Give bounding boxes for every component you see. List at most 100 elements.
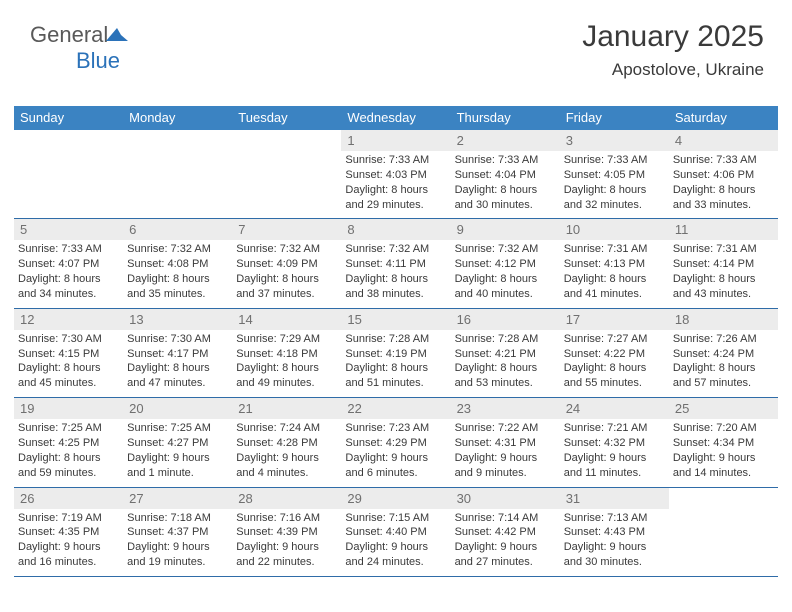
day-number: 22 <box>341 398 450 419</box>
weeks-container: 1Sunrise: 7:33 AMSunset: 4:03 PMDaylight… <box>14 130 778 577</box>
day-cell <box>669 488 778 576</box>
day-details: Sunrise: 7:32 AMSunset: 4:12 PMDaylight:… <box>451 242 560 301</box>
day-details: Sunrise: 7:28 AMSunset: 4:21 PMDaylight:… <box>451 332 560 391</box>
day-details: Sunrise: 7:22 AMSunset: 4:31 PMDaylight:… <box>451 421 560 480</box>
day-cell: 29Sunrise: 7:15 AMSunset: 4:40 PMDayligh… <box>341 488 450 576</box>
weekday-header: Sunday <box>14 106 123 130</box>
day-cell: 1Sunrise: 7:33 AMSunset: 4:03 PMDaylight… <box>341 130 450 218</box>
day-details: Sunrise: 7:19 AMSunset: 4:35 PMDaylight:… <box>14 511 123 570</box>
day-number: 30 <box>451 488 560 509</box>
day-cell <box>232 130 341 218</box>
day-cell: 6Sunrise: 7:32 AMSunset: 4:08 PMDaylight… <box>123 219 232 307</box>
day-number: 16 <box>451 309 560 330</box>
day-details: Sunrise: 7:16 AMSunset: 4:39 PMDaylight:… <box>232 511 341 570</box>
day-number: 21 <box>232 398 341 419</box>
logo-triangle-icon <box>106 26 128 42</box>
day-details: Sunrise: 7:31 AMSunset: 4:13 PMDaylight:… <box>560 242 669 301</box>
day-number: 19 <box>14 398 123 419</box>
day-number: 28 <box>232 488 341 509</box>
day-number: 24 <box>560 398 669 419</box>
day-details: Sunrise: 7:20 AMSunset: 4:34 PMDaylight:… <box>669 421 778 480</box>
day-number: 12 <box>14 309 123 330</box>
day-cell: 31Sunrise: 7:13 AMSunset: 4:43 PMDayligh… <box>560 488 669 576</box>
header-right: January 2025 Apostolove, Ukraine <box>582 20 764 80</box>
day-number: 14 <box>232 309 341 330</box>
day-cell: 24Sunrise: 7:21 AMSunset: 4:32 PMDayligh… <box>560 398 669 486</box>
day-cell: 21Sunrise: 7:24 AMSunset: 4:28 PMDayligh… <box>232 398 341 486</box>
day-number: 1 <box>341 130 450 151</box>
day-cell: 17Sunrise: 7:27 AMSunset: 4:22 PMDayligh… <box>560 309 669 397</box>
weekday-header: Tuesday <box>232 106 341 130</box>
day-cell: 12Sunrise: 7:30 AMSunset: 4:15 PMDayligh… <box>14 309 123 397</box>
location-label: Apostolove, Ukraine <box>582 60 764 80</box>
day-number: 13 <box>123 309 232 330</box>
day-details: Sunrise: 7:33 AMSunset: 4:03 PMDaylight:… <box>341 153 450 212</box>
month-title: January 2025 <box>582 20 764 54</box>
day-cell: 4Sunrise: 7:33 AMSunset: 4:06 PMDaylight… <box>669 130 778 218</box>
day-details: Sunrise: 7:13 AMSunset: 4:43 PMDaylight:… <box>560 511 669 570</box>
day-details: Sunrise: 7:30 AMSunset: 4:17 PMDaylight:… <box>123 332 232 391</box>
week-row: 5Sunrise: 7:33 AMSunset: 4:07 PMDaylight… <box>14 219 778 308</box>
day-cell: 14Sunrise: 7:29 AMSunset: 4:18 PMDayligh… <box>232 309 341 397</box>
logo-text-a: General <box>30 22 108 47</box>
day-cell: 7Sunrise: 7:32 AMSunset: 4:09 PMDaylight… <box>232 219 341 307</box>
day-cell: 15Sunrise: 7:28 AMSunset: 4:19 PMDayligh… <box>341 309 450 397</box>
calendar-grid: SundayMondayTuesdayWednesdayThursdayFrid… <box>14 106 778 577</box>
day-number: 5 <box>14 219 123 240</box>
day-details: Sunrise: 7:32 AMSunset: 4:11 PMDaylight:… <box>341 242 450 301</box>
day-cell: 9Sunrise: 7:32 AMSunset: 4:12 PMDaylight… <box>451 219 560 307</box>
day-cell <box>14 130 123 218</box>
day-details: Sunrise: 7:15 AMSunset: 4:40 PMDaylight:… <box>341 511 450 570</box>
day-cell: 20Sunrise: 7:25 AMSunset: 4:27 PMDayligh… <box>123 398 232 486</box>
weekday-header: Monday <box>123 106 232 130</box>
day-cell: 23Sunrise: 7:22 AMSunset: 4:31 PMDayligh… <box>451 398 560 486</box>
day-details: Sunrise: 7:33 AMSunset: 4:04 PMDaylight:… <box>451 153 560 212</box>
day-details: Sunrise: 7:23 AMSunset: 4:29 PMDaylight:… <box>341 421 450 480</box>
day-number: 18 <box>669 309 778 330</box>
day-cell: 26Sunrise: 7:19 AMSunset: 4:35 PMDayligh… <box>14 488 123 576</box>
week-row: 1Sunrise: 7:33 AMSunset: 4:03 PMDaylight… <box>14 130 778 219</box>
day-cell: 11Sunrise: 7:31 AMSunset: 4:14 PMDayligh… <box>669 219 778 307</box>
day-number: 31 <box>560 488 669 509</box>
day-details: Sunrise: 7:33 AMSunset: 4:07 PMDaylight:… <box>14 242 123 301</box>
day-cell: 18Sunrise: 7:26 AMSunset: 4:24 PMDayligh… <box>669 309 778 397</box>
day-cell: 3Sunrise: 7:33 AMSunset: 4:05 PMDaylight… <box>560 130 669 218</box>
day-details: Sunrise: 7:31 AMSunset: 4:14 PMDaylight:… <box>669 242 778 301</box>
day-number: 10 <box>560 219 669 240</box>
day-details: Sunrise: 7:29 AMSunset: 4:18 PMDaylight:… <box>232 332 341 391</box>
day-details: Sunrise: 7:26 AMSunset: 4:24 PMDaylight:… <box>669 332 778 391</box>
day-details: Sunrise: 7:33 AMSunset: 4:05 PMDaylight:… <box>560 153 669 212</box>
day-number: 27 <box>123 488 232 509</box>
day-cell: 22Sunrise: 7:23 AMSunset: 4:29 PMDayligh… <box>341 398 450 486</box>
day-cell: 2Sunrise: 7:33 AMSunset: 4:04 PMDaylight… <box>451 130 560 218</box>
day-details: Sunrise: 7:18 AMSunset: 4:37 PMDaylight:… <box>123 511 232 570</box>
day-number: 2 <box>451 130 560 151</box>
day-details: Sunrise: 7:14 AMSunset: 4:42 PMDaylight:… <box>451 511 560 570</box>
day-number: 15 <box>341 309 450 330</box>
weekday-header: Wednesday <box>341 106 450 130</box>
day-number: 17 <box>560 309 669 330</box>
day-number: 9 <box>451 219 560 240</box>
brand-logo: General Blue <box>30 22 128 74</box>
day-cell: 10Sunrise: 7:31 AMSunset: 4:13 PMDayligh… <box>560 219 669 307</box>
day-number: 29 <box>341 488 450 509</box>
day-number: 11 <box>669 219 778 240</box>
weekday-header: Thursday <box>451 106 560 130</box>
day-cell: 30Sunrise: 7:14 AMSunset: 4:42 PMDayligh… <box>451 488 560 576</box>
day-number: 25 <box>669 398 778 419</box>
day-cell <box>123 130 232 218</box>
day-details: Sunrise: 7:21 AMSunset: 4:32 PMDaylight:… <box>560 421 669 480</box>
week-row: 26Sunrise: 7:19 AMSunset: 4:35 PMDayligh… <box>14 488 778 577</box>
day-number: 26 <box>14 488 123 509</box>
day-cell: 25Sunrise: 7:20 AMSunset: 4:34 PMDayligh… <box>669 398 778 486</box>
week-row: 12Sunrise: 7:30 AMSunset: 4:15 PMDayligh… <box>14 309 778 398</box>
day-number: 4 <box>669 130 778 151</box>
day-number: 8 <box>341 219 450 240</box>
weekday-header: Friday <box>560 106 669 130</box>
day-details: Sunrise: 7:32 AMSunset: 4:09 PMDaylight:… <box>232 242 341 301</box>
day-details: Sunrise: 7:24 AMSunset: 4:28 PMDaylight:… <box>232 421 341 480</box>
day-details: Sunrise: 7:30 AMSunset: 4:15 PMDaylight:… <box>14 332 123 391</box>
logo-text-b: Blue <box>30 48 120 73</box>
day-number: 7 <box>232 219 341 240</box>
day-number: 3 <box>560 130 669 151</box>
